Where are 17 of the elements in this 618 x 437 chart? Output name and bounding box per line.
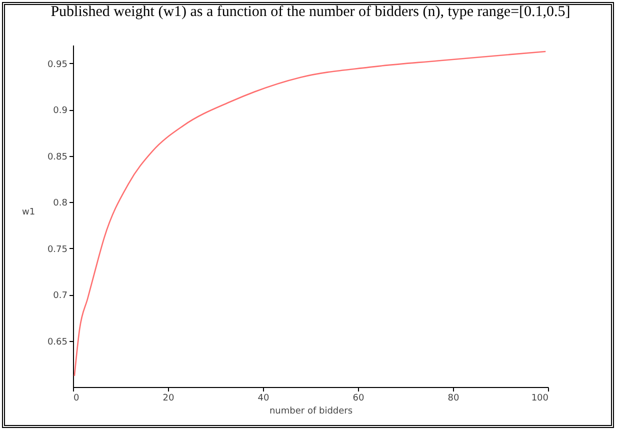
y-tick-label: 0.85: [47, 152, 68, 162]
chart-title: Published weight (w1) as a function of the number of bidders (n), type range=[0.1,0.5]: [50, 4, 570, 20]
x-axis-title: number of bidders: [269, 406, 353, 416]
y-tick-label: 0.95: [47, 60, 68, 70]
x-tick-label: 60: [352, 394, 364, 404]
y-axis-title: w1: [22, 208, 36, 218]
y-tick-label: 0.75: [47, 244, 68, 255]
line-series: [74, 50, 546, 377]
y-tick-label: 0.7: [53, 291, 68, 302]
y-tick-label: 0.9: [53, 106, 68, 116]
x-tick-label: 0: [74, 394, 80, 404]
x-tick-label: 100: [531, 394, 549, 404]
x-tick-label: 80: [448, 394, 460, 404]
y-tick-label: 0.65: [47, 337, 68, 348]
y-tick-label: 0.8: [53, 198, 68, 209]
x-tick-label: 20: [162, 394, 174, 404]
x-tick-label: 40: [258, 394, 270, 404]
